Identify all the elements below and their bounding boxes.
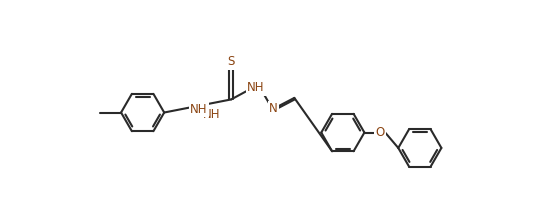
- Text: N: N: [269, 102, 278, 115]
- Text: NH: NH: [190, 103, 208, 116]
- Text: NH: NH: [247, 81, 264, 94]
- Text: O: O: [375, 126, 384, 139]
- Text: NH: NH: [203, 108, 221, 121]
- Text: S: S: [227, 55, 235, 68]
